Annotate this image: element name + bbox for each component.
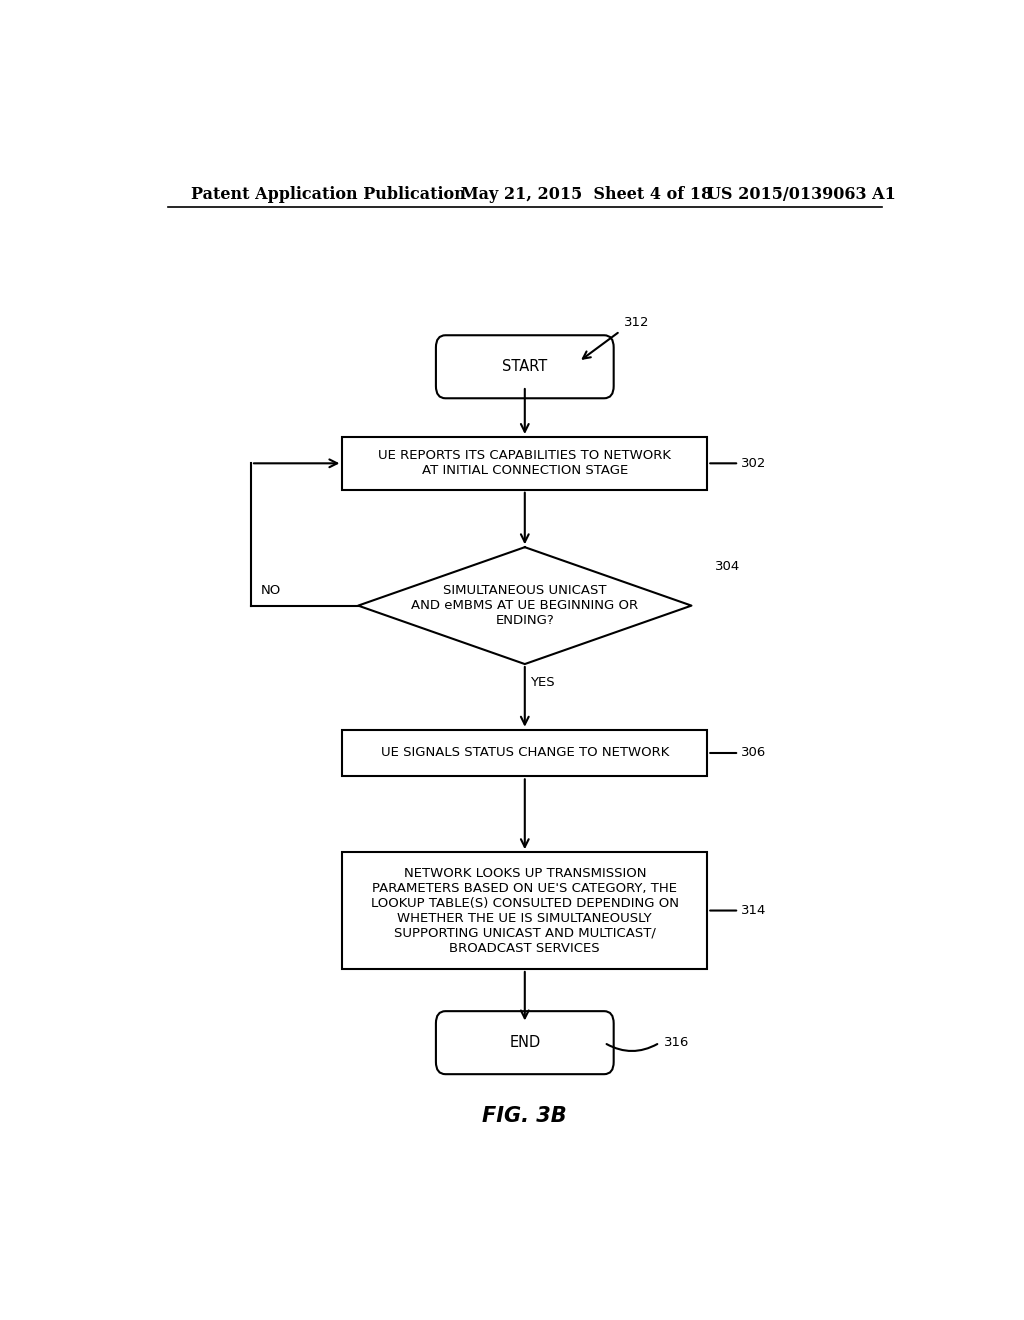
Text: Patent Application Publication: Patent Application Publication <box>191 186 466 203</box>
Bar <box>342 730 708 776</box>
FancyBboxPatch shape <box>436 1011 613 1074</box>
Text: 302: 302 <box>741 457 767 470</box>
Text: START: START <box>502 359 548 375</box>
Text: UE SIGNALS STATUS CHANGE TO NETWORK: UE SIGNALS STATUS CHANGE TO NETWORK <box>381 747 669 759</box>
Text: NETWORK LOOKS UP TRANSMISSION
PARAMETERS BASED ON UE'S CATEGORY, THE
LOOKUP TABL: NETWORK LOOKS UP TRANSMISSION PARAMETERS… <box>371 866 679 954</box>
Text: US 2015/0139063 A1: US 2015/0139063 A1 <box>708 186 896 203</box>
Text: 316: 316 <box>664 1036 689 1049</box>
Text: SIMULTANEOUS UNICAST
AND eMBMS AT UE BEGINNING OR
ENDING?: SIMULTANEOUS UNICAST AND eMBMS AT UE BEG… <box>412 585 638 627</box>
Text: 312: 312 <box>624 317 649 329</box>
Text: NO: NO <box>260 585 281 598</box>
Text: 304: 304 <box>715 560 740 573</box>
Text: 306: 306 <box>741 747 767 759</box>
Bar <box>342 437 708 490</box>
Text: 314: 314 <box>741 904 767 917</box>
Polygon shape <box>358 548 691 664</box>
Text: UE REPORTS ITS CAPABILITIES TO NETWORK
AT INITIAL CONNECTION STAGE: UE REPORTS ITS CAPABILITIES TO NETWORK A… <box>378 449 672 478</box>
FancyBboxPatch shape <box>436 335 613 399</box>
Text: May 21, 2015  Sheet 4 of 18: May 21, 2015 Sheet 4 of 18 <box>461 186 713 203</box>
Text: YES: YES <box>529 676 554 689</box>
Bar <box>342 853 708 969</box>
Text: FIG. 3B: FIG. 3B <box>482 1106 567 1126</box>
Text: END: END <box>509 1035 541 1051</box>
